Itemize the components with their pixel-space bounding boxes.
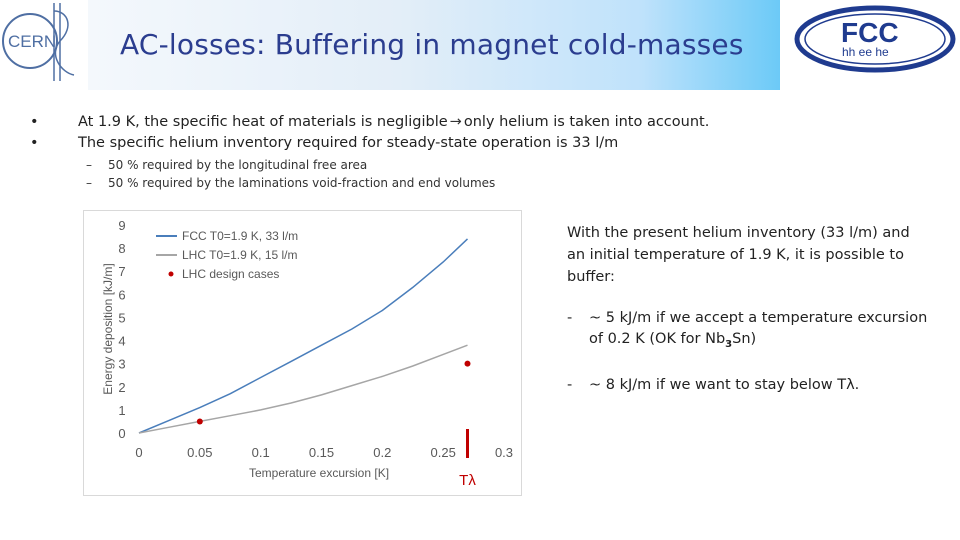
side-intro: With the present helium inventory (33 l/… [567, 225, 910, 285]
y-tick-label: 4 [118, 334, 125, 349]
t-lambda-label: Tλ [459, 472, 476, 489]
y-tick-label: 0 [118, 426, 125, 441]
side-item: - ~ 5 kJ/m if we accept a temperature ex… [567, 308, 932, 355]
bullet-symbol: • [30, 135, 39, 151]
side-dash: - [567, 310, 573, 326]
bullet-item: • At 1.9 K, the specific heat of materia… [30, 112, 709, 133]
fcc-logo: FCC hh ee he [794, 5, 956, 73]
bullet-item: • The specific helium inventory required… [30, 133, 709, 154]
fcc-logo-subtext: hh ee he [842, 45, 889, 59]
x-tick-label: 0.1 [252, 445, 270, 460]
y-axis-label: Energy deposition [kJ/m] [101, 263, 115, 394]
sub-bullet-symbol: – [86, 158, 92, 172]
x-tick-label: 0.2 [373, 445, 391, 460]
page-title: AC-losses: Buffering in magnet cold-mass… [120, 28, 744, 61]
fcc-logo-text: FCC [841, 17, 899, 48]
cern-logo: CERN [2, 3, 75, 81]
legend-marker [168, 271, 174, 277]
sub-bullet-item: – 50 % required by the laminations void-f… [86, 174, 495, 192]
x-axis-label: Temperature excursion [K] [249, 466, 389, 480]
side-panel: With the present helium inventory (33 l/… [567, 222, 932, 396]
side-item-sub: 3 [725, 338, 733, 350]
y-tick-label: 7 [118, 264, 125, 279]
y-tick-label: 2 [118, 380, 125, 395]
y-tick-label: 6 [118, 287, 125, 302]
bullet-symbol: • [30, 114, 39, 130]
side-dash: - [567, 376, 573, 393]
x-tick-label: 0.3 [495, 445, 513, 460]
series-line [138, 344, 468, 434]
bullet-text: The specific helium inventory required f… [78, 135, 619, 151]
sub-bullet-list: – 50 % required by the longitudinal free … [86, 156, 495, 192]
data-point [464, 360, 471, 367]
sub-bullet-text: 50 % required by the laminations void-fr… [108, 176, 496, 190]
side-item-main: ~ 5 kJ/m if we accept a temperature excu… [589, 310, 928, 347]
title-band [88, 0, 780, 90]
cern-logo-text: CERN [8, 32, 56, 51]
x-tick-label: 0 [135, 445, 142, 460]
y-tick-label: 3 [118, 357, 125, 372]
series-line [138, 238, 469, 434]
sub-bullet-text: 50 % required by the longitudinal free a… [108, 158, 368, 172]
data-point [196, 418, 203, 425]
side-item: - ~ 8 kJ/m if we want to stay below Tλ. [567, 375, 932, 396]
legend-label: LHC T0=1.9 K, 15 l/m [182, 248, 298, 262]
energy-chart: 0 1 2 3 4 5 6 7 8 9 0 0.05 0.1 0.15 0.2 0.25 0.3 Temperat… [101, 218, 513, 489]
side-item-tail: Sn) [732, 331, 757, 347]
x-tick-label: 0.15 [309, 445, 334, 460]
y-tick-label: 9 [118, 218, 125, 233]
legend-label: LHC design cases [182, 267, 279, 281]
y-tick-label: 8 [118, 241, 125, 256]
y-tick-label: 1 [118, 403, 125, 418]
arrow-icon: → [449, 114, 462, 130]
legend-label: FCC T0=1.9 K, 33 l/m [182, 229, 298, 243]
side-item-text: ~ 5 kJ/m if we accept a temperature excu… [589, 308, 932, 355]
y-tick-label: 5 [118, 310, 125, 325]
bullet-text-tail: only helium is taken into account. [463, 114, 710, 130]
bullet-text: At 1.9 K, the specific heat of materials… [78, 114, 448, 130]
x-tick-label: 0.25 [431, 445, 456, 460]
sub-bullet-item: – 50 % required by the longitudinal free … [86, 156, 495, 174]
chart-container: 0 1 2 3 4 5 6 7 8 9 0 0.05 0.1 0.15 0.2 0.25 0.3 Temperat… [83, 210, 522, 496]
x-tick-label: 0.05 [187, 445, 212, 460]
sub-bullet-symbol: – [86, 176, 92, 190]
bullet-list: • At 1.9 K, the specific heat of materia… [30, 112, 709, 154]
side-item-text: ~ 8 kJ/m if we want to stay below Tλ. [589, 376, 860, 393]
